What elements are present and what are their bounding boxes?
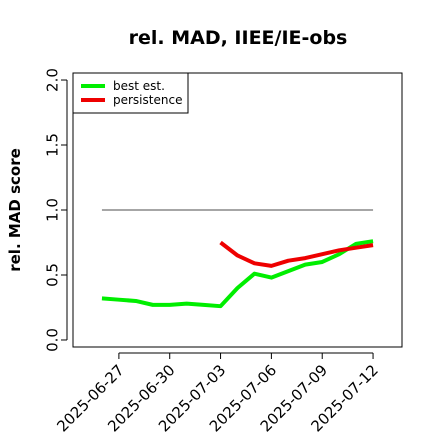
legend-label: best est. — [113, 79, 165, 93]
series-line — [219, 240, 374, 268]
y-tick-label: 0.0 — [43, 328, 61, 352]
legend-box — [72, 72, 189, 114]
chart-title: rel. MAD, IIEE/IE-obs — [129, 27, 348, 49]
y-axis-label: rel. MAD score — [6, 148, 24, 272]
legend-label: persistence — [113, 93, 182, 107]
y-tick-label: 1.5 — [43, 133, 61, 157]
y-tick-label: 2.0 — [43, 68, 61, 92]
y-tick-label: 1.0 — [43, 198, 61, 222]
plot-frame — [72, 72, 403, 348]
y-tick-label: 0.5 — [43, 263, 61, 287]
series-line — [101, 239, 374, 309]
